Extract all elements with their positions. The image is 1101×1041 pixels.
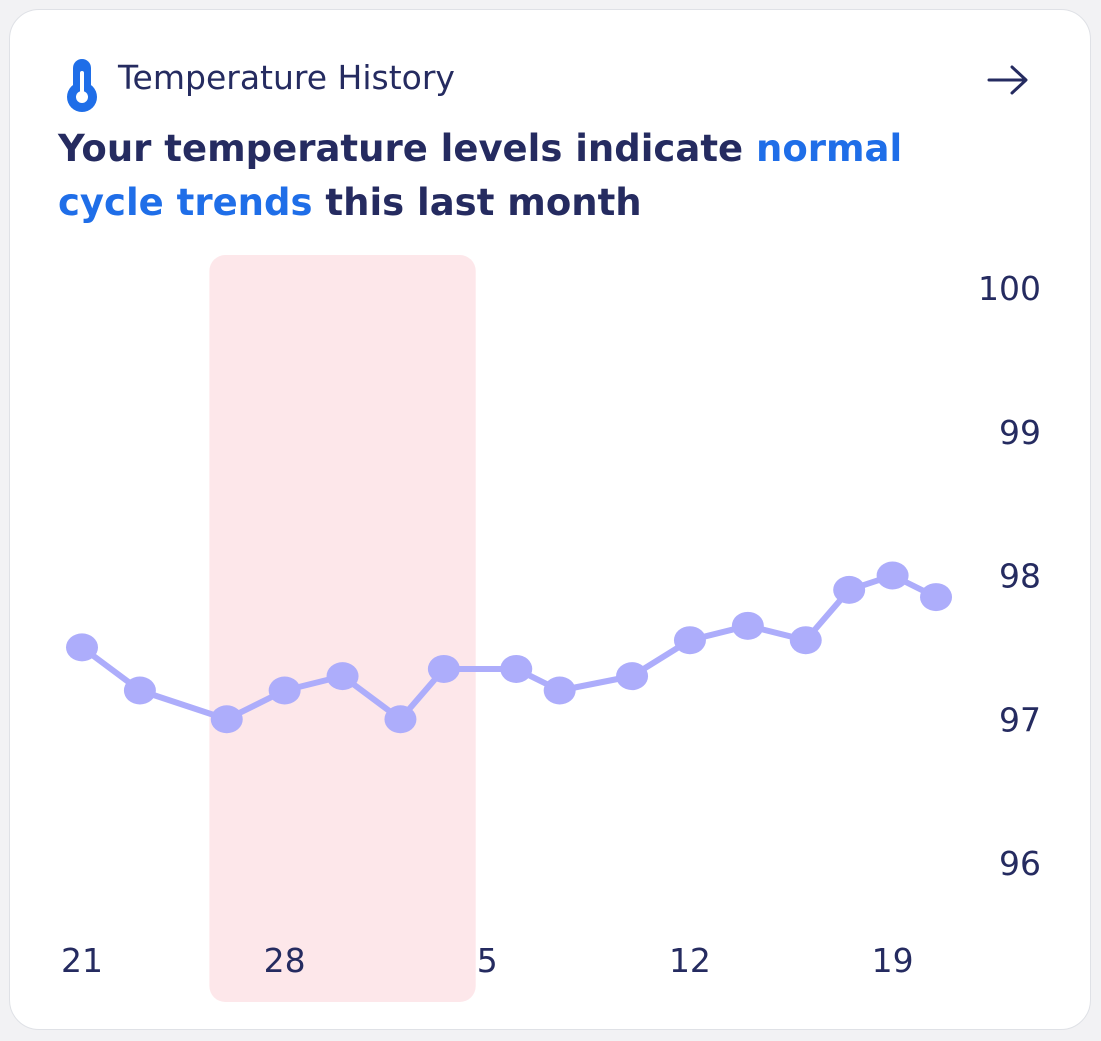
thermometer-icon <box>67 59 97 112</box>
x-tick-label: 21 <box>61 941 103 980</box>
headline-accent[interactable]: normal cycle trends <box>58 127 903 224</box>
x-tick-label: 12 <box>669 941 711 980</box>
data-point <box>920 583 953 612</box>
data-point <box>427 654 460 683</box>
temperature-history-card[interactable]: Temperature History Your temperature lev… <box>9 9 1091 1030</box>
temperature-line <box>79 572 940 723</box>
highlight-band <box>209 255 476 1002</box>
y-tick-label: 98 <box>999 557 1041 596</box>
y-tick-label: 100 <box>978 269 1041 308</box>
open-details-button[interactable] <box>978 54 1038 106</box>
data-point <box>543 676 576 705</box>
summary-headline: Your temperature levels indicate normal … <box>58 122 1018 230</box>
headline-text-2: this last month <box>312 181 642 224</box>
y-tick-label: 97 <box>999 700 1041 739</box>
data-point <box>384 705 417 734</box>
data-point <box>731 611 764 640</box>
temperature-chart: 100 99 98 97 96 21 28 5 12 19 <box>61 255 1041 1002</box>
x-tick-label: 28 <box>264 941 306 980</box>
data-point <box>876 561 909 590</box>
data-point <box>268 676 301 705</box>
x-tick-label: 5 <box>477 941 498 980</box>
data-point <box>66 633 98 662</box>
data-point <box>500 654 533 683</box>
data-point <box>789 626 822 655</box>
card-title: Temperature History <box>118 58 455 97</box>
y-tick-label: 96 <box>999 844 1041 883</box>
data-point <box>210 705 243 734</box>
headline-text-1: Your temperature levels indicate <box>58 127 756 170</box>
arrow-right-icon <box>987 65 1028 95</box>
data-point <box>833 575 866 604</box>
data-point <box>326 662 359 691</box>
data-point <box>616 662 649 691</box>
y-tick-label: 99 <box>999 413 1041 452</box>
data-point <box>123 676 156 705</box>
x-tick-label: 19 <box>872 941 914 980</box>
data-point <box>673 626 706 655</box>
